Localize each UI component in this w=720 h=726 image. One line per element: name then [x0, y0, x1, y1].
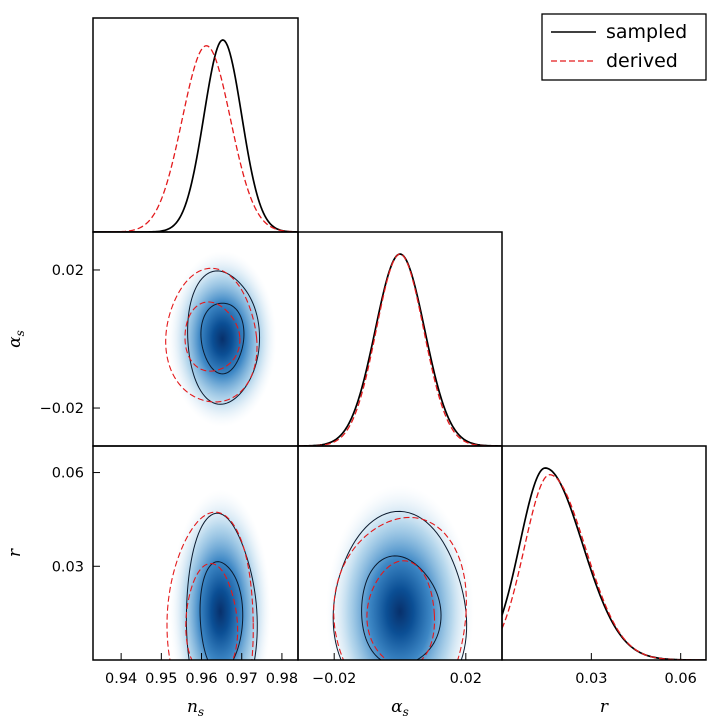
ytick-alpha_s-label: −0.02: [40, 401, 84, 417]
contour-n_s-alpha_s-derived-outer: [165, 267, 258, 403]
xtick-n_s-label: 0.98: [266, 671, 298, 687]
yaxis-label-sub: s: [13, 330, 27, 336]
xtick-r-label: 0.03: [575, 671, 607, 687]
xaxis-label-sub: s: [403, 705, 409, 719]
contour-alpha_s-r-derived-inner: [366, 560, 436, 660]
xaxis-label-sub: s: [198, 705, 204, 719]
xtick-n_s-label: 0.96: [185, 671, 217, 687]
contour-alpha_s-r-derived-outer: [333, 516, 467, 660]
marginal-alpha_s-sampled-curve: [298, 253, 502, 446]
panel-frame-0-0: [92, 17, 299, 233]
contour-n_s-r-derived-inner: [185, 562, 239, 660]
marginal-r-sampled-curve: [502, 467, 706, 660]
yaxis-label-alpha_s: αs: [5, 330, 27, 348]
xtick-alpha_s-label: −0.02: [312, 671, 356, 687]
xtick-r-label: 0.06: [665, 671, 697, 687]
panel-frame-1-1: [297, 231, 503, 447]
ytick-alpha_s-label: 0.02: [52, 263, 84, 279]
contour-alpha_s-r-sampled-outer: [332, 510, 468, 660]
contour-alpha_s-r-sampled-inner: [361, 555, 442, 660]
xaxis-label-n_s: ns: [187, 697, 204, 719]
contour-n_s-alpha_s-sampled-inner: [200, 302, 245, 375]
xtick-n_s-label: 0.97: [226, 671, 258, 687]
xtick-n_s-label: 0.95: [145, 671, 177, 687]
contour-n_s-alpha_s-derived-inner: [184, 301, 241, 372]
marginal-r-derived-curve: [502, 474, 706, 660]
legend: sampled derived: [541, 13, 707, 81]
density-n_s-alpha_s: [168, 250, 277, 428]
xaxis-label-alpha_s: αs: [391, 697, 409, 719]
legend-box: [541, 13, 707, 81]
contour-n_s-r-sampled-inner: [199, 561, 244, 660]
density-alpha_s-r: [325, 485, 475, 660]
ytick-r-label: 0.06: [52, 466, 84, 482]
yaxis-label-r: r: [5, 548, 25, 557]
xtick-n_s-label: 0.94: [105, 671, 137, 687]
ytick-r-label: 0.03: [52, 559, 84, 575]
xaxis-label-r: r: [600, 697, 609, 717]
legend-derived-label: derived: [606, 50, 678, 72]
panel-frame-2-2: [501, 445, 707, 661]
legend-sampled-label: sampled: [606, 21, 687, 43]
marginal-n_s-sampled-curve: [93, 39, 298, 232]
contour-n_s-alpha_s-sampled-outer: [187, 270, 261, 405]
marginal-n_s-derived-curve: [93, 45, 298, 232]
marginal-alpha_s-derived-curve: [298, 253, 502, 446]
density-n_s-r: [169, 489, 272, 660]
xtick-alpha_s-label: 0.02: [450, 671, 482, 687]
